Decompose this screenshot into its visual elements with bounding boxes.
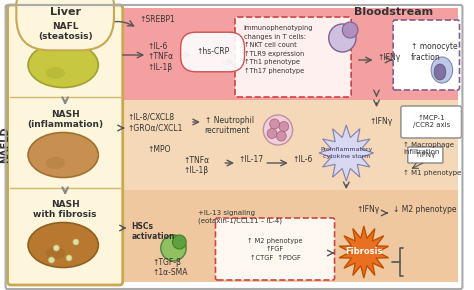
Circle shape [328,24,356,52]
Text: ↑IL-8/CXCL8
↑GROα/CXCL1: ↑IL-8/CXCL8 ↑GROα/CXCL1 [128,113,183,133]
Text: NAFL
(steatosis): NAFL (steatosis) [38,22,92,41]
Text: ↑ M2 phenotype
↑FGF
↑CTGF  ↑PDGF: ↑ M2 phenotype ↑FGF ↑CTGF ↑PDGF [247,238,303,260]
Text: HSCs
activation: HSCs activation [131,222,175,241]
Text: ↑IFNγ: ↑IFNγ [415,152,436,158]
Text: ↑SREBP1: ↑SREBP1 [139,15,175,24]
Text: ↑hs-CRP: ↑hs-CRP [196,48,229,57]
Circle shape [276,131,286,141]
Circle shape [54,245,59,251]
Polygon shape [319,125,374,181]
Text: ↑ Neutrophil
recruitment: ↑ Neutrophil recruitment [205,116,254,135]
Text: Fibrosis: Fibrosis [345,247,383,256]
Text: ↑IL-17: ↑IL-17 [239,155,264,164]
FancyBboxPatch shape [401,106,462,138]
Text: ↑IL-6
↑TNFα
↑IL-1β: ↑IL-6 ↑TNFα ↑IL-1β [147,42,173,72]
Ellipse shape [28,43,98,88]
Bar [10,100,457,190]
Bar [10,190,457,282]
FancyBboxPatch shape [235,17,351,97]
Text: ↑TNFα
↑IL-1β: ↑TNFα ↑IL-1β [183,156,210,175]
Ellipse shape [434,64,446,80]
Text: ↑MCP-1
/CCR2 axis: ↑MCP-1 /CCR2 axis [412,115,450,128]
Text: ↑ monocyte
fraction: ↑ monocyte fraction [410,42,457,62]
Circle shape [270,119,279,129]
Text: Immunophenotyping
changes in T cells:
↑NKT cell count
↑TLR9 expression
↑Th1 phen: Immunophenotyping changes in T cells: ↑N… [244,25,313,74]
Text: ↑IFNγ: ↑IFNγ [370,117,393,126]
Text: Liver: Liver [50,7,81,17]
Circle shape [48,257,55,263]
Ellipse shape [46,247,65,259]
FancyBboxPatch shape [216,218,335,280]
Circle shape [342,22,358,38]
FancyBboxPatch shape [8,5,123,285]
Polygon shape [339,226,389,278]
Text: Bloodstream: Bloodstream [354,7,433,17]
Text: NASH
with fibrosis: NASH with fibrosis [33,200,97,220]
Text: ↑ Macrophage
infiltration: ↑ Macrophage infiltration [403,142,454,155]
Text: ↑IFNγ: ↑IFNγ [356,206,379,215]
Bar [10,8,457,100]
Circle shape [267,128,277,139]
Text: NASH
(inflammation): NASH (inflammation) [27,110,103,129]
Text: ↓ M2 phenotype: ↓ M2 phenotype [393,206,456,215]
Text: NAFLD: NAFLD [0,127,10,163]
Ellipse shape [46,67,65,79]
Circle shape [173,235,186,249]
Ellipse shape [46,157,65,169]
Text: ↑IL-6: ↑IL-6 [292,155,313,164]
Circle shape [263,115,292,145]
Circle shape [73,239,79,245]
Text: Proinflammatory
cytokine storm: Proinflammatory cytokine storm [320,147,373,159]
Text: +IL-13 signaling
(eotaxin-1/CCL11 – IL-4): +IL-13 signaling (eotaxin-1/CCL11 – IL-4… [198,210,282,224]
Text: ↑TGF-β
↑1α-SMA: ↑TGF-β ↑1α-SMA [152,258,188,278]
FancyBboxPatch shape [393,20,459,90]
Text: ↑ M1 phenotype: ↑ M1 phenotype [403,170,461,176]
Circle shape [66,255,72,261]
Circle shape [161,235,186,261]
Text: ↑MPO: ↑MPO [147,146,171,155]
Ellipse shape [28,133,98,177]
Circle shape [279,122,289,131]
Text: ↑IFNγ: ↑IFNγ [377,52,401,61]
Ellipse shape [28,222,98,267]
Ellipse shape [431,57,453,83]
FancyBboxPatch shape [408,147,443,163]
